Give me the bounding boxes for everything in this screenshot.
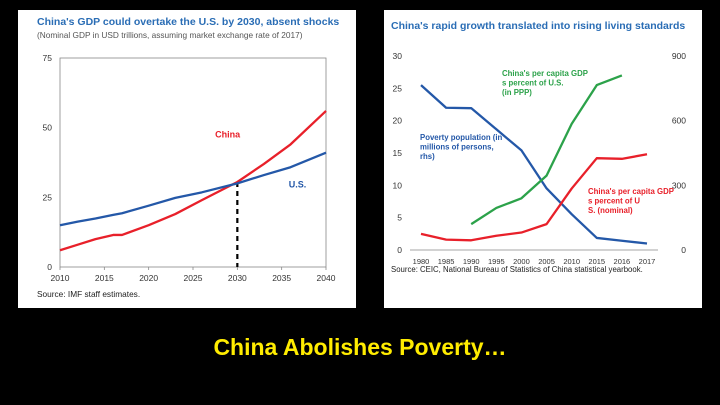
left-y-tick-label: 20: [393, 116, 403, 126]
x-tick-label: 2005: [538, 257, 555, 266]
series-label-us: U.S.: [289, 180, 307, 190]
x-tick-label: 2040: [317, 273, 336, 283]
y-tick-label: 50: [43, 123, 53, 133]
series-label-china: China: [215, 129, 241, 139]
left-chart-title: China's GDP could overtake the U.S. by 2…: [37, 16, 340, 28]
right-y-tick-label: 900: [672, 51, 686, 61]
slide-caption: China Abolishes Poverty…: [213, 334, 507, 360]
x-tick-label: 2010: [563, 257, 580, 266]
poverty-series-label: Poverty population (in millions of person…: [420, 133, 503, 161]
x-tick-label: 1995: [488, 257, 505, 266]
x-tick-label: 2015: [95, 273, 114, 283]
x-tick-label: 1985: [438, 257, 455, 266]
y-tick-label: 25: [43, 192, 53, 202]
ppp-series-label: China's per capita GDP s percent of U.S.…: [502, 69, 590, 97]
x-tick-label: 1980: [413, 257, 430, 266]
us-gdp-line: [59, 151, 327, 227]
right-y-tick-label: 0: [681, 245, 686, 255]
x-tick-label: 2020: [139, 273, 158, 283]
left-chart-subtitle: (Nominal GDP in USD trillions, assuming …: [37, 30, 303, 40]
left-y-tick-label: 5: [397, 213, 402, 223]
right-y-tick-label: 600: [672, 116, 686, 126]
x-tick-label: 2015: [588, 257, 605, 266]
poverty-population-line: [420, 84, 648, 245]
left-y-tick-label: 0: [397, 245, 402, 255]
x-tick-label: 2000: [513, 257, 530, 266]
y-tick-label: 0: [47, 262, 52, 272]
plot-frame: [59, 57, 327, 268]
x-tick-label: 2035: [272, 273, 291, 283]
left-y-tick-label: 10: [393, 180, 403, 190]
right-chart-source: Source: CEIC, National Bureau of Statist…: [391, 265, 643, 274]
nominal-series-label: China's per capita GDP s percent of U S. …: [588, 187, 676, 215]
gdp-chart-panel: China's GDP could overtake the U.S. by 2…: [18, 10, 356, 308]
y-tick-label: 75: [43, 53, 53, 63]
x-tick-label: 2010: [51, 273, 70, 283]
left-y-tick-label: 15: [393, 148, 403, 158]
right-y-tick-label: 300: [672, 180, 686, 190]
x-tick-label: 2016: [614, 257, 631, 266]
right-chart-title: China's rapid growth translated into ris…: [391, 20, 686, 32]
living-standards-chart-panel: China's rapid growth translated into ris…: [384, 10, 702, 308]
gdp-chart-svg: 0 25 50 75 2010 2015 2020 2025 2030 2035 2040 China…: [43, 53, 336, 283]
left-chart-source: Source: IMF staff estimates.: [37, 289, 141, 299]
per-capita-gdp-ppp-line: [470, 74, 623, 226]
x-tick-label: 2030: [228, 273, 247, 283]
left-y-tick-label: 25: [393, 83, 403, 93]
per-capita-gdp-nominal-line: [420, 153, 648, 242]
x-tick-label: 1990: [463, 257, 480, 266]
x-tick-label: 2017: [639, 257, 656, 266]
left-y-tick-label: 30: [393, 51, 403, 61]
x-tick-label: 2025: [184, 273, 203, 283]
china-gdp-line: [59, 110, 327, 252]
